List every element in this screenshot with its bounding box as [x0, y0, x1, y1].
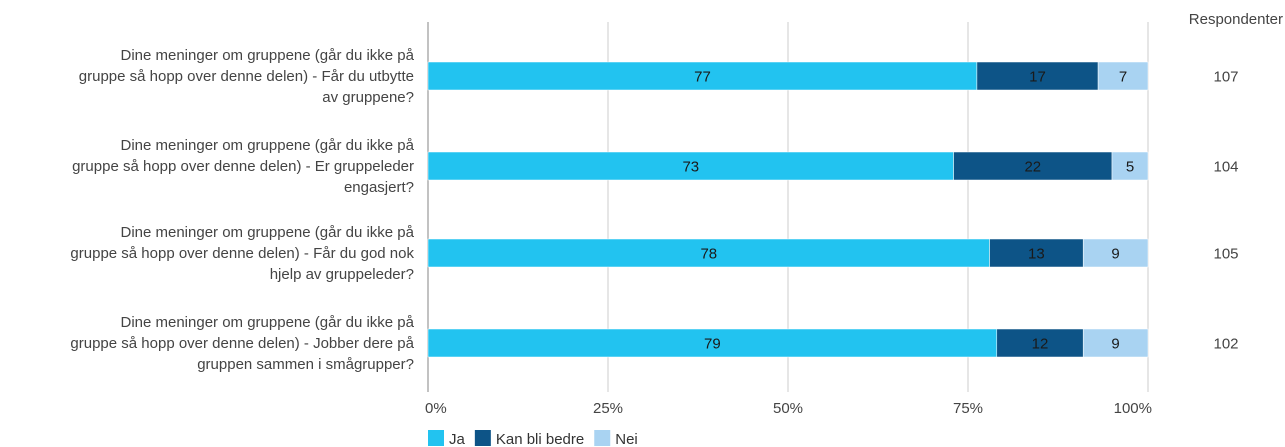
x-axis-ticks: 0% 25% 50% 75% 100% [425, 400, 1152, 417]
respondents-header: Respondenter [1189, 11, 1283, 28]
data-label: 13 [1028, 246, 1045, 263]
data-label: 5 [1126, 159, 1134, 176]
x-tick-label: 50% [773, 400, 803, 417]
bar-nei [1111, 151, 1149, 181]
category-label-line: Dine meninger om gruppene (går du ikke p… [120, 47, 414, 64]
x-tick-label: 100% [1114, 400, 1152, 417]
legend: Ja Kan bli bedre Nei [428, 430, 638, 447]
bars: 77 17 7 73 22 5 78 13 9 79 12 9 [427, 61, 1149, 358]
category-label-line: av gruppene? [322, 89, 414, 106]
data-label: 9 [1111, 336, 1119, 353]
data-label: 22 [1024, 159, 1041, 176]
legend-label: Ja [449, 431, 466, 447]
bar-nei [1097, 61, 1149, 91]
bar-ja [427, 238, 990, 268]
data-label: 79 [704, 336, 721, 353]
category-label-line: hjelp av gruppeleder? [270, 266, 414, 283]
bar-ja [427, 328, 998, 358]
category-label-line: gruppe så hopp over denne delen) - Jobbe… [70, 335, 414, 352]
data-label: 7 [1119, 69, 1127, 86]
category-label-line: engasjert? [344, 179, 414, 196]
category-label-line: gruppen sammen i smågrupper? [197, 356, 414, 373]
legend-swatch [594, 430, 611, 446]
category-label-line: Dine meninger om gruppene (går du ikke p… [120, 137, 414, 154]
legend-swatch [428, 430, 444, 446]
x-tick-label: 75% [953, 400, 983, 417]
bar-kan-bli-bedre [976, 61, 1099, 91]
data-label: 17 [1029, 69, 1046, 86]
legend-label: Kan bli bedre [496, 431, 584, 447]
category-label-line: Dine meninger om gruppene (går du ikke p… [120, 224, 414, 241]
bar-kan-bli-bedre [953, 151, 1113, 181]
category-labels: Dine meninger om gruppene (går du ikke p… [70, 47, 414, 373]
respondent-count: 102 [1213, 336, 1238, 353]
x-tick-label: 0% [425, 400, 447, 417]
category-label-line: gruppe så hopp over denne delen) - Får d… [79, 68, 414, 85]
bar-kan-bli-bedre [989, 238, 1084, 268]
category-label-line: gruppe så hopp over denne delen) - Får d… [70, 245, 414, 262]
bar-nei [1082, 328, 1149, 358]
bar-ja [427, 61, 978, 91]
bar-nei [1082, 238, 1149, 268]
respondent-count: 107 [1213, 69, 1238, 86]
data-label: 73 [682, 159, 699, 176]
category-label-line: gruppe så hopp over denne delen) - Er gr… [72, 158, 414, 175]
data-label: 12 [1032, 336, 1049, 353]
bar-kan-bli-bedre [996, 328, 1084, 358]
data-label: 9 [1111, 246, 1119, 263]
legend-label: Nei [615, 431, 638, 447]
respondent-count: 105 [1213, 246, 1238, 263]
category-label-line: Dine meninger om gruppene (går du ikke p… [120, 314, 414, 331]
respondent-count: 104 [1213, 159, 1238, 176]
bar-ja [427, 151, 954, 181]
respondents-column: Respondenter 107 104 105 102 [1189, 11, 1283, 353]
x-tick-label: 25% [593, 400, 623, 417]
data-label: 77 [694, 69, 711, 86]
data-label: 78 [700, 246, 717, 263]
legend-swatch [474, 430, 491, 446]
